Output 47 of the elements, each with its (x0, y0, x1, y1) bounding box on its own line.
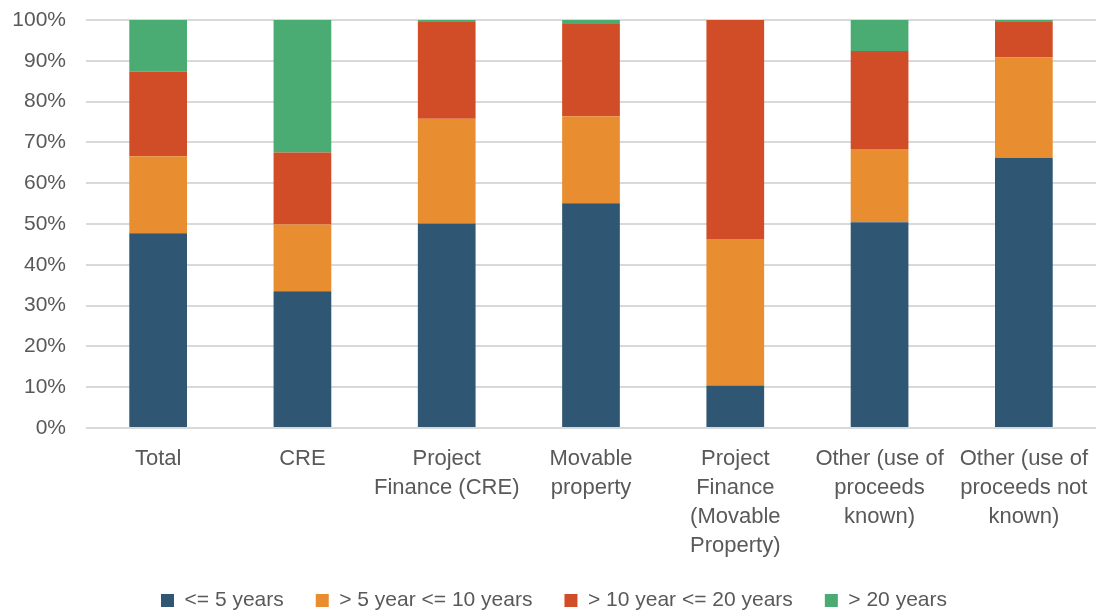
x-tick-label: Other (use of proceeds not known) (959, 444, 1089, 529)
x-tick-label: Total (134, 444, 182, 470)
y-tick-label: 60% (23, 169, 66, 193)
bar (273, 291, 332, 427)
bar (562, 24, 620, 117)
bar (273, 20, 332, 153)
bar (995, 21, 1053, 58)
y-tick-label: 30% (23, 292, 66, 316)
y-tick-label: 0% (35, 414, 66, 438)
bar (562, 20, 620, 25)
legend-label: <= 5 years (184, 587, 284, 611)
bar (850, 148, 909, 223)
bar (850, 222, 909, 427)
y-tick-label: 80% (23, 88, 66, 112)
y-tick-label: 70% (23, 129, 66, 153)
y-tick-label: 50% (23, 210, 66, 234)
bar (850, 20, 909, 52)
y-tick-label: 20% (23, 333, 66, 357)
bar (129, 156, 187, 234)
bar (129, 233, 187, 427)
bar (706, 385, 765, 427)
x-tick-label: Project Finance (CRE) (373, 444, 520, 499)
bar (706, 20, 765, 240)
bar (850, 51, 909, 149)
bar (129, 20, 187, 72)
bar (273, 152, 332, 225)
legend-label: > 20 years (848, 587, 947, 611)
bar (129, 71, 187, 157)
bar (417, 223, 476, 427)
x-tick-label: Project Finance (Movable Property) (690, 444, 781, 558)
bar (995, 157, 1053, 427)
bar (273, 224, 332, 292)
bar (562, 116, 620, 204)
x-tick-label: Other (use of proceeds known) (815, 444, 945, 529)
bar (417, 21, 476, 119)
legend-label: > 5 year <= 10 years (339, 587, 533, 611)
y-tick-label: 90% (23, 47, 66, 71)
bar (417, 118, 476, 224)
y-tick-label: 40% (23, 251, 66, 275)
x-tick-label: CRE (279, 444, 326, 470)
y-tick-label: 10% (23, 373, 66, 397)
y-tick-label: 100% (12, 6, 66, 30)
bar (562, 203, 620, 427)
bar (706, 239, 765, 386)
bar (995, 57, 1053, 158)
legend-label: > 10 year <= 20 years (587, 587, 793, 611)
x-tick-label: Movable property (549, 444, 633, 499)
